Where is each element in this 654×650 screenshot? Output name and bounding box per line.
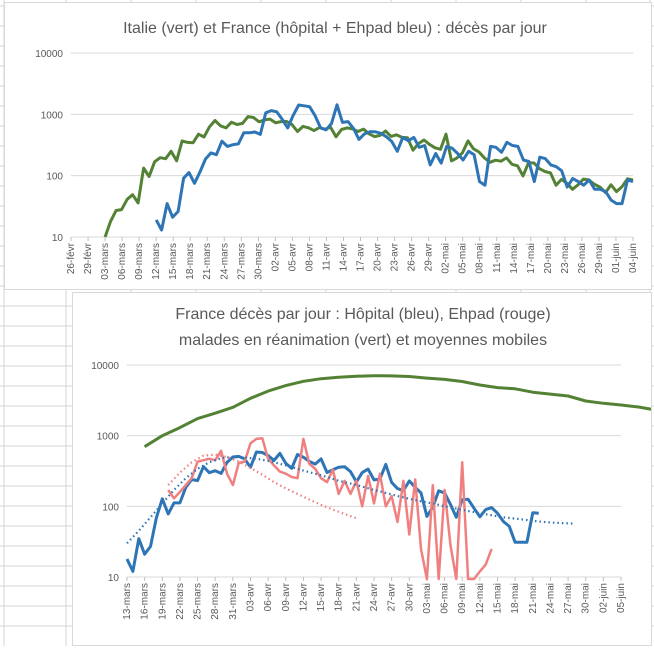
x-tick-label: 03-mars bbox=[100, 243, 111, 280]
x-tick-label: 12-mars bbox=[151, 243, 162, 280]
x-tick-label: 30-mai bbox=[581, 583, 592, 614]
x-tick-label: 18-avr bbox=[334, 582, 345, 611]
chart-italie-france-plot: Italie (vert) et France (hôpital + Ehpad… bbox=[35, 20, 639, 280]
x-tick-label: 09-mars bbox=[134, 243, 145, 280]
x-tick-label: 05-mai bbox=[458, 243, 469, 274]
x-tick-label: 30-avr bbox=[404, 582, 415, 611]
x-tick-label: 25-mars bbox=[193, 583, 204, 620]
x-tick-label: 15-mars bbox=[168, 243, 179, 280]
x-tick-label: 06-avr bbox=[263, 582, 274, 611]
chart-subtitle: malades en réanimation (vert) et moyenne… bbox=[179, 332, 547, 349]
series-line-3 bbox=[126, 455, 575, 545]
series-line-0 bbox=[143, 374, 654, 448]
series-line-1 bbox=[154, 103, 634, 232]
x-tick-label: 27-mars bbox=[236, 243, 247, 280]
x-tick-label: 09-mai bbox=[457, 583, 468, 614]
y-tick-label: 10000 bbox=[35, 49, 63, 60]
x-tick-label: 05-juin bbox=[616, 583, 627, 613]
x-tick-label: 12-mai bbox=[475, 583, 486, 614]
y-tick-label: 10 bbox=[108, 573, 120, 584]
x-tick-label: 24-mai bbox=[545, 583, 556, 614]
x-tick-label: 01-juin bbox=[611, 243, 622, 273]
x-tick-label: 18-mars bbox=[185, 243, 196, 280]
x-tick-label: 14-avr bbox=[338, 242, 349, 271]
x-tick-label: 27-avr bbox=[387, 582, 398, 611]
series-line-4 bbox=[167, 453, 357, 520]
x-tick-label: 19-mars bbox=[157, 583, 168, 620]
chart-italie-france[interactable]: Italie (vert) et France (hôpital + Ehpad… bbox=[4, 2, 652, 290]
x-tick-label: 09-avr bbox=[281, 582, 292, 611]
x-tick-label: 23-avr bbox=[390, 242, 401, 271]
chart-france-deces-plot: France décès par jour : Hôpital (bleu), … bbox=[91, 306, 654, 620]
x-tick-label: 20-avr bbox=[373, 242, 384, 271]
x-tick-label: 02-juin bbox=[598, 583, 609, 613]
x-tick-label: 26-mai bbox=[577, 243, 588, 274]
chart-title: Italie (vert) et France (hôpital + Ehpad… bbox=[123, 20, 547, 37]
x-tick-label: 14-mai bbox=[509, 243, 520, 274]
x-tick-label: 11-mai bbox=[492, 243, 503, 273]
x-tick-label: 22-mars bbox=[175, 583, 186, 620]
x-tick-label: 18-mai bbox=[510, 583, 521, 614]
x-tick-label: 24-avr bbox=[369, 582, 380, 611]
x-tick-label: 29-avr bbox=[424, 242, 435, 271]
x-tick-label: 13-mars bbox=[122, 583, 133, 620]
y-tick-label: 100 bbox=[102, 502, 119, 513]
x-tick-label: 17-mai bbox=[526, 243, 537, 274]
x-tick-label: 12-avr bbox=[298, 582, 309, 611]
chart-france-deces[interactable]: France décès par jour : Hôpital (bleu), … bbox=[72, 292, 654, 646]
series-line-0 bbox=[103, 115, 634, 238]
x-tick-label: 20-mai bbox=[543, 243, 554, 274]
x-tick-label: 27-mai bbox=[563, 583, 574, 614]
x-tick-label: 21-mars bbox=[202, 243, 213, 280]
x-tick-label: 08-mai bbox=[475, 243, 486, 274]
x-tick-label: 21-avr bbox=[351, 582, 362, 611]
x-tick-label: 31-mars bbox=[228, 583, 239, 620]
x-tick-label: 21-mai bbox=[528, 583, 539, 614]
y-tick-label: 1000 bbox=[97, 432, 120, 443]
x-tick-label: 29-févr bbox=[83, 242, 94, 274]
x-tick-label: 03-mai bbox=[422, 583, 433, 614]
x-tick-label: 04-juin bbox=[628, 243, 639, 273]
x-tick-label: 03-avr bbox=[246, 582, 257, 611]
x-tick-label: 29-mai bbox=[594, 243, 605, 274]
y-tick-label: 10 bbox=[52, 233, 64, 244]
x-tick-label: 05-avr bbox=[287, 242, 298, 271]
x-tick-label: 26-avr bbox=[407, 242, 418, 271]
x-tick-label: 15-avr bbox=[316, 582, 327, 611]
x-tick-label: 06-mai bbox=[440, 583, 451, 614]
x-tick-label: 24-mars bbox=[219, 243, 230, 280]
x-tick-label: 30-mars bbox=[253, 243, 264, 280]
x-tick-label: 08-avr bbox=[304, 242, 315, 271]
x-tick-label: 11-avr bbox=[321, 242, 332, 270]
x-tick-label: 23-mai bbox=[560, 243, 571, 274]
x-tick-label: 28-mars bbox=[210, 583, 221, 620]
x-tick-label: 17-avr bbox=[356, 242, 367, 271]
series-line-2 bbox=[167, 436, 493, 581]
x-tick-label: 15-mai bbox=[493, 583, 504, 614]
chart-title: France décès par jour : Hôpital (bleu), … bbox=[175, 306, 550, 323]
y-tick-label: 100 bbox=[46, 172, 63, 183]
x-tick-label: 16-mars bbox=[140, 583, 151, 620]
x-tick-label: 02-mai bbox=[441, 243, 452, 274]
x-tick-label: 02-avr bbox=[270, 242, 281, 271]
y-tick-label: 1000 bbox=[41, 110, 64, 121]
y-tick-label: 10000 bbox=[91, 361, 119, 372]
x-tick-label: 06-mars bbox=[117, 243, 128, 280]
x-tick-label: 26-févr bbox=[66, 242, 77, 274]
